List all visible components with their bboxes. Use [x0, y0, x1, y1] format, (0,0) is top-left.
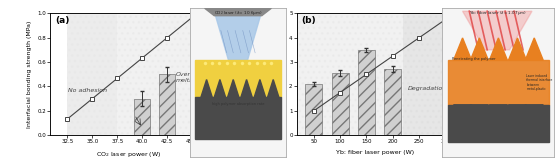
- Polygon shape: [489, 105, 507, 121]
- Bar: [195, 60, 281, 97]
- Polygon shape: [254, 80, 265, 97]
- Text: Yb: fiber laser ($\lambda$= 1.07μm): Yb: fiber laser ($\lambda$= 1.07μm): [469, 9, 528, 17]
- Y-axis label: Energy density (W/mm$^{-2}$): Energy density (W/mm$^{-2}$): [226, 33, 236, 115]
- Polygon shape: [227, 80, 239, 97]
- Bar: [297, 13, 403, 135]
- Polygon shape: [508, 105, 526, 121]
- Polygon shape: [508, 38, 526, 60]
- Text: Over
melting: Over melting: [176, 72, 200, 83]
- Bar: [384, 69, 402, 135]
- Bar: [403, 13, 451, 135]
- Text: (a): (a): [55, 16, 69, 25]
- Polygon shape: [489, 38, 507, 60]
- Polygon shape: [525, 38, 543, 60]
- Bar: [305, 84, 322, 135]
- Polygon shape: [241, 80, 252, 97]
- FancyBboxPatch shape: [441, 7, 556, 158]
- Bar: [195, 97, 281, 139]
- X-axis label: Yb: fiber laser power (W): Yb: fiber laser power (W): [336, 150, 414, 155]
- Text: CO$_2$ laser ($\lambda$= 10.6μm): CO$_2$ laser ($\lambda$= 10.6μm): [214, 9, 262, 17]
- Polygon shape: [214, 11, 262, 60]
- Polygon shape: [268, 80, 279, 97]
- Polygon shape: [463, 11, 532, 50]
- Y-axis label: Interfacial bonding strength (MPa): Interfacial bonding strength (MPa): [278, 21, 283, 128]
- Polygon shape: [205, 8, 272, 16]
- Text: Degradation: Degradation: [408, 86, 447, 91]
- Text: No adhesion: No adhesion: [68, 88, 107, 93]
- Bar: [67, 13, 117, 135]
- Polygon shape: [201, 80, 212, 97]
- Text: Penetrating the polymer: Penetrating the polymer: [452, 57, 496, 61]
- Polygon shape: [448, 60, 549, 105]
- Polygon shape: [470, 38, 488, 60]
- Bar: [332, 73, 348, 135]
- Text: (b): (b): [301, 16, 316, 25]
- Polygon shape: [214, 80, 226, 97]
- Polygon shape: [454, 38, 472, 60]
- Polygon shape: [454, 105, 472, 121]
- X-axis label: CO$_2$ laser power (W): CO$_2$ laser power (W): [96, 150, 161, 159]
- Text: Laser induced
thermal interface
between
metal-plastic: Laser induced thermal interface between …: [526, 74, 553, 91]
- Bar: [117, 13, 207, 135]
- Polygon shape: [525, 105, 543, 121]
- Polygon shape: [470, 105, 488, 121]
- Y-axis label: Energy density (W/mm$^{-2}$): Energy density (W/mm$^{-2}$): [474, 33, 484, 115]
- Bar: [134, 99, 150, 135]
- FancyBboxPatch shape: [189, 7, 287, 158]
- Bar: [358, 50, 375, 135]
- Y-axis label: Interfacial bonding strength (MPa): Interfacial bonding strength (MPa): [27, 21, 32, 128]
- Bar: [448, 105, 549, 142]
- Text: high polymer absorption rate: high polymer absorption rate: [212, 102, 264, 106]
- Bar: [159, 74, 175, 135]
